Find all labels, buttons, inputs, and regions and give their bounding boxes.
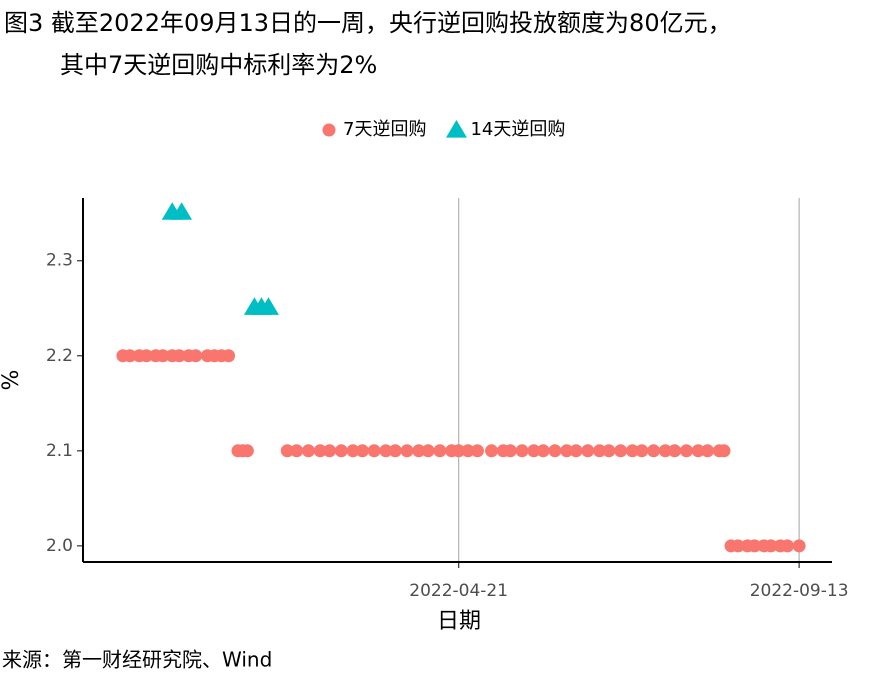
point	[717, 444, 731, 458]
legend-marker	[322, 123, 336, 137]
chart-title: 其中7天逆回购中标利率为2%	[60, 51, 377, 79]
y-tick-label: 2.0	[46, 536, 73, 556]
point	[635, 444, 649, 458]
point	[614, 444, 628, 458]
point	[313, 444, 327, 458]
x-tick-label: 2022-09-13	[750, 581, 849, 601]
legend-label: 14天逆回购	[470, 119, 565, 140]
point	[123, 349, 137, 363]
point	[764, 539, 778, 553]
point	[290, 444, 304, 458]
point	[323, 444, 337, 458]
point	[346, 444, 360, 458]
point	[625, 444, 639, 458]
point	[792, 539, 806, 553]
point	[379, 444, 393, 458]
point	[658, 444, 672, 458]
point	[593, 444, 607, 458]
point	[301, 444, 315, 458]
y-tick-label: 2.2	[46, 346, 73, 366]
point	[421, 444, 435, 458]
point	[156, 349, 170, 363]
point	[334, 444, 348, 458]
point	[258, 297, 279, 315]
y-axis-label: %	[0, 370, 24, 391]
source: 来源：第一财经研究院、Wind	[2, 648, 272, 672]
point	[189, 349, 203, 363]
point	[171, 202, 193, 220]
chart-title: 图3 截至2022年09月13日的一周，央行逆回购投放额度为80亿元，	[4, 9, 732, 37]
point	[780, 539, 794, 553]
point	[470, 444, 484, 458]
point	[560, 444, 574, 458]
point	[388, 444, 402, 458]
point	[701, 444, 715, 458]
y-tick-label: 2.3	[46, 251, 73, 271]
point	[367, 444, 381, 458]
point	[452, 444, 466, 458]
point	[536, 444, 550, 458]
point	[139, 349, 153, 363]
point	[691, 444, 705, 458]
point	[400, 444, 414, 458]
point	[412, 444, 426, 458]
legend-marker	[446, 120, 467, 138]
point	[569, 444, 583, 458]
point	[503, 444, 517, 458]
point	[527, 444, 541, 458]
point	[548, 444, 562, 458]
point	[581, 444, 595, 458]
point	[355, 444, 369, 458]
y-tick-label: 2.1	[46, 441, 73, 461]
point	[668, 444, 682, 458]
x-axis-label: 日期	[437, 609, 481, 634]
point	[679, 444, 693, 458]
point	[172, 349, 186, 363]
point	[602, 444, 616, 458]
point	[731, 539, 745, 553]
point	[485, 444, 499, 458]
point	[222, 349, 236, 363]
point	[433, 444, 447, 458]
point	[280, 444, 294, 458]
point	[461, 444, 475, 458]
legend-label: 7天逆回购	[343, 119, 426, 140]
x-tick-label: 2022-04-21	[409, 581, 508, 601]
point	[748, 539, 762, 553]
point	[647, 444, 661, 458]
point	[515, 444, 529, 458]
point	[240, 444, 254, 458]
